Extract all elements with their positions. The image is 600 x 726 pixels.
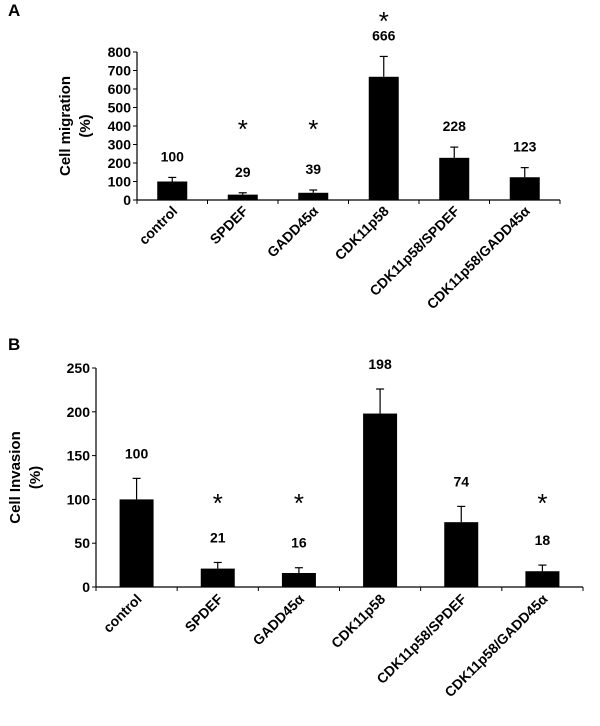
- bar: [368, 76, 399, 200]
- y-tick-label: 500: [108, 100, 132, 116]
- y-tick-label: 600: [108, 81, 132, 97]
- x-tick-label: CDK11p58/SPDEF: [373, 590, 469, 686]
- bar: [200, 568, 235, 587]
- bar: [525, 571, 560, 587]
- panel-label: A: [8, 1, 20, 20]
- data-label: 123: [513, 139, 537, 155]
- x-tick-label: control: [136, 203, 181, 248]
- y-axis-label: (%): [77, 114, 94, 137]
- data-label: 74: [453, 473, 469, 489]
- x-tick-label: GADD45α: [249, 591, 307, 649]
- significance-marker: *: [379, 6, 389, 36]
- chart-panel-A: A 0 100 200 300 400 500 600 700 800 Cell migration…: [8, 1, 561, 312]
- significance-marker: *: [294, 488, 304, 518]
- y-tick-label: 150: [67, 448, 91, 464]
- y-tick-label: 800: [108, 44, 132, 60]
- x-tick-label: CDK11p58: [332, 203, 392, 263]
- y-axis-label: Cell migration: [57, 76, 74, 176]
- y-tick-label: 250: [67, 360, 91, 376]
- bar: [227, 194, 258, 200]
- chart-panel-B: B 0 50 100 150 200 250 Cell Invasion (%) 100 contr…: [7, 335, 584, 700]
- significance-marker: *: [238, 114, 248, 144]
- panel-label: B: [8, 335, 20, 354]
- y-tick-label: 200: [67, 404, 91, 420]
- data-label: 21: [210, 529, 226, 545]
- bar: [439, 157, 470, 200]
- bar: [444, 522, 479, 587]
- x-tick-label: SPDEF: [182, 590, 227, 635]
- x-tick-label: GADD45α: [264, 203, 322, 261]
- bar: [509, 177, 540, 200]
- y-tick-label: 300: [108, 137, 132, 153]
- data-label: 18: [535, 532, 551, 548]
- y-axis-label: (%): [27, 466, 44, 489]
- significance-marker: *: [537, 488, 547, 518]
- significance-marker: *: [308, 114, 318, 144]
- y-tick-label: 0: [82, 579, 90, 595]
- y-tick-label: 0: [123, 192, 131, 208]
- y-tick-label: 400: [108, 118, 132, 134]
- y-axis-label: Cell Invasion: [7, 431, 24, 524]
- y-tick-label: 100: [108, 174, 132, 190]
- x-tick-label: SPDEF: [207, 202, 252, 247]
- y-tick-label: 200: [108, 155, 132, 171]
- y-tick-label: 700: [108, 63, 132, 79]
- data-label: 16: [291, 535, 307, 551]
- data-label: 100: [125, 445, 149, 461]
- bar: [298, 192, 329, 200]
- bar: [157, 181, 188, 200]
- data-label: 198: [368, 356, 392, 372]
- data-label: 666: [372, 27, 396, 43]
- data-label: 100: [161, 148, 185, 164]
- x-tick-label: CDK11p58: [328, 591, 388, 651]
- significance-marker: *: [213, 488, 223, 518]
- x-tick-label: control: [100, 591, 145, 636]
- y-tick-label: 100: [67, 491, 91, 507]
- data-label: 29: [235, 164, 251, 180]
- data-label: 39: [305, 161, 321, 177]
- data-label: 228: [443, 118, 467, 134]
- bar: [119, 499, 154, 587]
- y-tick-label: 50: [74, 535, 90, 551]
- bar: [363, 413, 398, 587]
- bar: [281, 572, 316, 587]
